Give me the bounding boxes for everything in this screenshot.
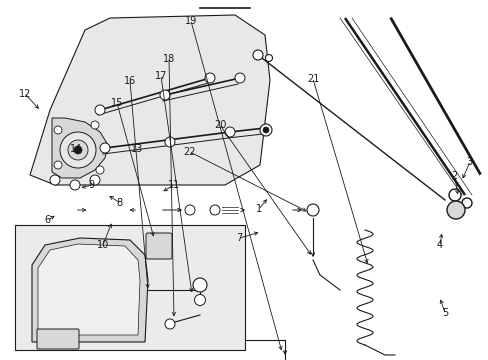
Circle shape xyxy=(448,189,460,201)
Circle shape xyxy=(91,121,99,129)
Circle shape xyxy=(160,90,170,100)
FancyBboxPatch shape xyxy=(146,233,172,259)
Circle shape xyxy=(68,140,88,160)
Text: 1: 1 xyxy=(256,204,262,214)
Polygon shape xyxy=(38,244,140,335)
Text: 8: 8 xyxy=(117,198,122,208)
Text: 12: 12 xyxy=(19,89,32,99)
Polygon shape xyxy=(32,238,148,342)
Circle shape xyxy=(260,124,271,136)
Circle shape xyxy=(50,175,60,185)
Text: 10: 10 xyxy=(96,240,109,250)
Text: 2: 2 xyxy=(451,171,457,181)
Text: 13: 13 xyxy=(130,144,143,154)
Circle shape xyxy=(209,205,220,215)
Circle shape xyxy=(95,105,105,115)
Text: 5: 5 xyxy=(441,308,447,318)
Circle shape xyxy=(54,126,62,134)
Circle shape xyxy=(100,143,110,153)
Polygon shape xyxy=(30,15,269,185)
Text: 17: 17 xyxy=(155,71,167,81)
FancyBboxPatch shape xyxy=(37,329,79,349)
Text: 4: 4 xyxy=(436,240,442,250)
Text: 20: 20 xyxy=(213,120,226,130)
Circle shape xyxy=(164,137,175,147)
Text: 11: 11 xyxy=(167,180,180,190)
Circle shape xyxy=(60,132,96,168)
Circle shape xyxy=(252,50,263,60)
FancyBboxPatch shape xyxy=(15,225,244,350)
Circle shape xyxy=(224,127,235,137)
Circle shape xyxy=(70,180,80,190)
Text: 21: 21 xyxy=(306,74,319,84)
Circle shape xyxy=(194,294,205,306)
Circle shape xyxy=(461,198,471,208)
Circle shape xyxy=(265,54,272,62)
Circle shape xyxy=(96,166,104,174)
Circle shape xyxy=(263,127,268,133)
Polygon shape xyxy=(52,118,108,178)
Circle shape xyxy=(54,161,62,169)
Circle shape xyxy=(235,73,244,83)
Circle shape xyxy=(204,73,215,83)
Text: 15: 15 xyxy=(111,98,123,108)
Text: 14: 14 xyxy=(69,144,82,154)
Circle shape xyxy=(193,278,206,292)
Text: 6: 6 xyxy=(45,215,51,225)
Text: 16: 16 xyxy=(123,76,136,86)
Text: 18: 18 xyxy=(162,54,175,64)
Circle shape xyxy=(164,319,175,329)
Text: 3: 3 xyxy=(466,157,471,167)
Text: 7: 7 xyxy=(236,233,242,243)
Text: 19: 19 xyxy=(184,16,197,26)
Circle shape xyxy=(184,205,195,215)
Text: 9: 9 xyxy=(89,180,95,190)
Circle shape xyxy=(90,175,100,185)
Text: 22: 22 xyxy=(183,147,196,157)
Circle shape xyxy=(446,201,464,219)
Circle shape xyxy=(74,146,82,154)
Circle shape xyxy=(306,204,318,216)
